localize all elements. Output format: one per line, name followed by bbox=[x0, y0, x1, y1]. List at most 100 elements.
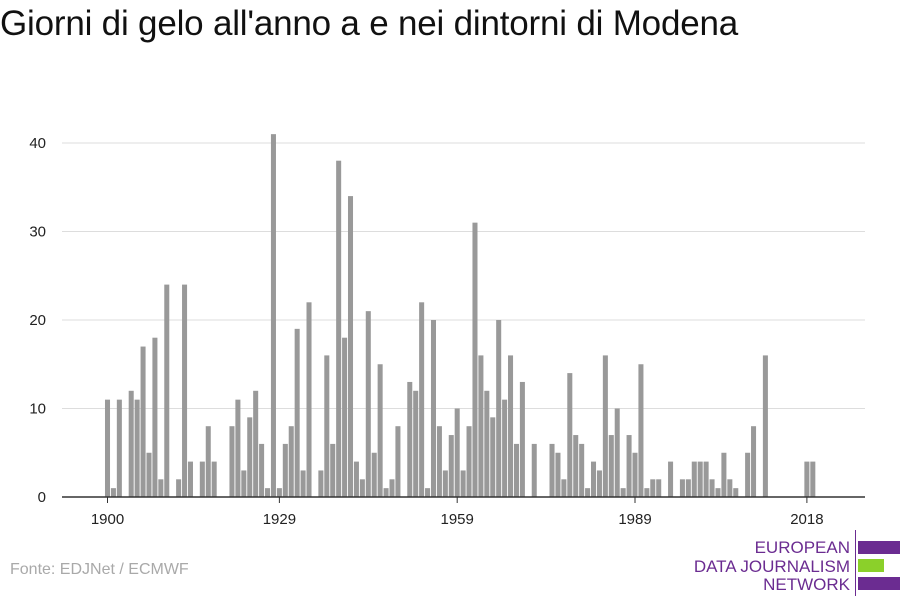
bar-1977 bbox=[561, 479, 567, 497]
y-tick-label: 20 bbox=[29, 312, 46, 329]
bar-1958 bbox=[448, 435, 454, 497]
bar-2011 bbox=[762, 355, 768, 497]
logo-text-data-journalism: DATA JOURNALISM bbox=[693, 557, 850, 576]
bar-1930 bbox=[282, 443, 288, 497]
bar-1955 bbox=[430, 320, 436, 497]
bar-1914 bbox=[187, 461, 193, 497]
bar-1927 bbox=[265, 488, 271, 497]
bar-1946 bbox=[377, 364, 383, 497]
bar-1945 bbox=[371, 452, 377, 497]
bar-2000 bbox=[697, 461, 703, 497]
bar-1999 bbox=[691, 461, 697, 497]
bar-1968 bbox=[508, 355, 514, 497]
bar-1953 bbox=[419, 302, 425, 497]
bar-1901 bbox=[110, 488, 116, 497]
bar-2019 bbox=[810, 461, 816, 497]
x-tick-label: 2018 bbox=[790, 511, 823, 528]
bar-1970 bbox=[519, 381, 525, 497]
logo-bar-middle bbox=[858, 559, 884, 572]
bar-1991 bbox=[644, 488, 650, 497]
logo-text-network: NETWORK bbox=[763, 575, 850, 594]
bar-1931 bbox=[288, 426, 294, 497]
bar-1954 bbox=[425, 488, 431, 497]
bars bbox=[62, 134, 865, 498]
bar-1989 bbox=[632, 452, 638, 497]
bar-1952 bbox=[413, 390, 419, 497]
bar-1933 bbox=[300, 470, 306, 497]
bar-1984 bbox=[602, 355, 608, 497]
bar-2006 bbox=[733, 488, 739, 497]
y-tick-label: 40 bbox=[29, 135, 46, 152]
bar-1986 bbox=[614, 408, 620, 497]
bar-1998 bbox=[685, 479, 691, 497]
y-tick-label: 10 bbox=[29, 401, 46, 418]
bar-1921 bbox=[229, 426, 235, 497]
bar-1979 bbox=[573, 435, 579, 497]
y-tick-label: 0 bbox=[38, 489, 46, 506]
bar-1943 bbox=[359, 479, 365, 497]
bar-1990 bbox=[638, 364, 644, 497]
bar-1960 bbox=[460, 470, 466, 497]
bar-1966 bbox=[496, 320, 502, 497]
y-tick-label: 30 bbox=[29, 224, 46, 241]
bar-1972 bbox=[531, 443, 537, 497]
bar-1913 bbox=[182, 284, 188, 497]
bar-1976 bbox=[555, 452, 561, 497]
bar-1969 bbox=[513, 443, 519, 497]
x-tick-label: 1929 bbox=[263, 511, 296, 528]
bar-1988 bbox=[626, 435, 632, 497]
bar-1949 bbox=[395, 426, 401, 497]
bar-1937 bbox=[324, 355, 330, 497]
bar-1980 bbox=[579, 443, 585, 497]
bar-2004 bbox=[721, 452, 727, 497]
bar-1944 bbox=[365, 311, 371, 497]
logo-bar-bottom bbox=[858, 577, 900, 590]
bar-2018 bbox=[804, 461, 810, 497]
bar-2009 bbox=[751, 426, 757, 497]
bar-1961 bbox=[466, 426, 472, 497]
bar-1929 bbox=[276, 488, 282, 497]
bar-1947 bbox=[383, 488, 389, 497]
bar-1916 bbox=[199, 461, 205, 497]
bar-2008 bbox=[745, 452, 751, 497]
bar-1918 bbox=[211, 461, 217, 497]
bar-1964 bbox=[484, 390, 490, 497]
bar-1983 bbox=[596, 470, 602, 497]
bar-1962 bbox=[472, 222, 478, 497]
bar-1982 bbox=[591, 461, 597, 497]
bar-1940 bbox=[342, 337, 348, 497]
bar-1963 bbox=[478, 355, 484, 497]
bar-2001 bbox=[703, 461, 709, 497]
logo-text-european: EUROPEAN bbox=[754, 538, 850, 557]
bar-1992 bbox=[650, 479, 656, 497]
bar-2002 bbox=[709, 479, 715, 497]
bar-1941 bbox=[347, 196, 354, 497]
bar-1905 bbox=[134, 399, 140, 497]
bar-1936 bbox=[318, 470, 324, 497]
bar-1948 bbox=[389, 479, 395, 497]
bar-1942 bbox=[353, 461, 359, 497]
bar-1908 bbox=[152, 337, 158, 497]
bar-1965 bbox=[490, 417, 496, 497]
bar-1987 bbox=[620, 488, 626, 497]
bar-1985 bbox=[608, 435, 614, 497]
x-tick-label: 1989 bbox=[618, 511, 651, 528]
bar-1907 bbox=[146, 452, 152, 497]
bar-1917 bbox=[205, 426, 211, 497]
bar-1978 bbox=[567, 373, 573, 497]
bar-1959 bbox=[454, 408, 460, 497]
bar-1906 bbox=[140, 346, 146, 497]
x-axis-ticks: 1900 1929 1959 1989 2018 bbox=[91, 497, 824, 528]
x-tick-label: 1900 bbox=[91, 511, 124, 528]
logo-bar-top bbox=[858, 541, 900, 554]
edjnet-logo: EUROPEAN DATA JOURNALISM NETWORK bbox=[694, 530, 900, 600]
chart-title: Giorni di gelo all'anno a e nei dintorni… bbox=[0, 4, 739, 43]
bar-1938 bbox=[330, 443, 336, 497]
bar-1928 bbox=[270, 134, 276, 497]
y-axis-ticks: 0 10 20 30 40 bbox=[29, 135, 46, 506]
bar-1909 bbox=[158, 479, 164, 497]
bar-1997 bbox=[679, 479, 685, 497]
bar-1995 bbox=[668, 461, 674, 497]
bar-1922 bbox=[235, 399, 241, 497]
